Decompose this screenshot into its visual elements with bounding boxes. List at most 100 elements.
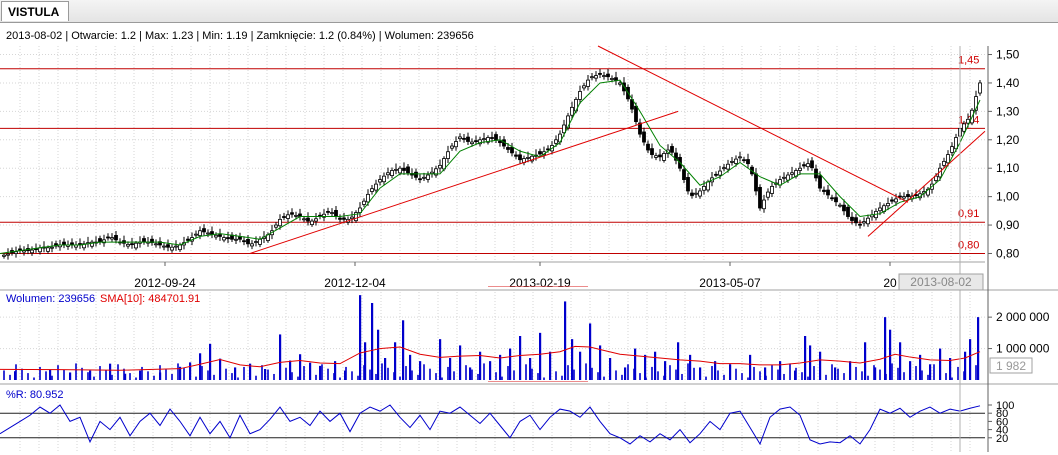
date-marker-bottom — [488, 381, 588, 382]
volume-bar — [599, 345, 602, 380]
volume-bar — [345, 366, 347, 380]
wr-lines — [0, 404, 981, 446]
candle-body — [978, 82, 982, 94]
candle-body — [162, 245, 166, 248]
candle-body — [942, 160, 946, 166]
volume-bar — [585, 363, 587, 380]
volume-bar — [789, 363, 791, 380]
candle-body — [30, 249, 34, 254]
volume-bar — [951, 377, 953, 380]
x-tick-label: 2012-12-04 — [324, 276, 386, 290]
candle-body — [222, 237, 226, 241]
candle-body — [602, 75, 606, 77]
volume-bar — [864, 342, 867, 380]
candle-body — [490, 137, 494, 139]
volume-bar — [669, 365, 671, 380]
volume-bar — [834, 367, 837, 380]
candle-body — [394, 168, 398, 171]
volume-bar — [809, 345, 812, 380]
volume-bar — [529, 358, 532, 380]
candle-body — [598, 73, 602, 75]
x-tick-label: 2012-09-24 — [134, 276, 196, 290]
volume-bar — [479, 351, 482, 380]
volume-bar — [273, 373, 275, 380]
candle-body — [510, 146, 514, 154]
candle-body — [166, 244, 170, 248]
volume-bar — [334, 361, 337, 380]
chart-area[interactable]: 1,451,240,910,80 1,501,401,301,201,101,0… — [0, 22, 1058, 455]
volume-bar — [889, 329, 892, 380]
candle-body — [438, 164, 442, 169]
volume-bar — [384, 358, 387, 380]
volume-bar — [903, 372, 905, 380]
candle-body — [338, 217, 342, 220]
candle-body — [674, 152, 678, 161]
candle-body — [102, 239, 106, 244]
candle-body — [758, 186, 762, 209]
candle-body — [830, 197, 834, 200]
volume-bar — [279, 334, 282, 380]
candle-body — [738, 156, 742, 159]
volume-bar — [717, 370, 719, 380]
candle-body — [334, 210, 338, 217]
candle-body — [842, 204, 846, 212]
candle-body — [402, 167, 406, 171]
candle-body — [826, 189, 830, 196]
candle-body — [754, 173, 758, 192]
y-tick-label: 1,00 — [996, 190, 1020, 204]
volume-bar — [633, 368, 635, 380]
candle-body — [278, 218, 282, 227]
volume-bar — [423, 364, 425, 380]
volume-bar — [885, 373, 887, 380]
candle-body — [450, 145, 454, 149]
volume-bar — [45, 371, 47, 380]
volume-bar — [807, 376, 809, 380]
volume-bar — [359, 295, 362, 380]
volume-bar — [237, 377, 239, 380]
volume-bar — [837, 368, 839, 380]
candle-body — [818, 175, 822, 189]
volume-bar — [321, 364, 323, 380]
candle-body — [702, 185, 706, 191]
volume-bar — [21, 368, 23, 380]
volume-bar — [429, 368, 431, 380]
candle-body — [294, 214, 298, 217]
trend-lines — [249, 45, 986, 254]
volume-bar — [549, 351, 552, 380]
candle-body — [586, 79, 590, 87]
volume-bar — [513, 370, 515, 380]
candle-body — [594, 75, 598, 79]
volume-bar — [741, 373, 743, 380]
volume-bar — [711, 366, 713, 380]
candle-body — [354, 212, 358, 222]
volume-bar — [939, 348, 942, 380]
volume-bar — [409, 354, 412, 380]
candle-body — [374, 183, 378, 191]
volume-bar — [411, 370, 413, 380]
volume-bar — [621, 374, 623, 380]
volume-sma-legend: SMA[10]: 484701.91 — [100, 293, 200, 305]
candle-body — [2, 254, 6, 257]
candle-body — [838, 204, 842, 207]
candle-body — [854, 217, 858, 224]
tab-vistula[interactable]: VISTULA — [1, 1, 69, 21]
candle-body — [310, 220, 314, 226]
candle-body — [322, 213, 326, 218]
candle-body — [178, 244, 182, 251]
candle-body — [722, 167, 726, 170]
volume-bar — [794, 370, 797, 380]
volume-bar — [874, 367, 877, 380]
volume-bar — [447, 366, 449, 380]
volume-bar — [561, 375, 563, 380]
candle-body — [654, 155, 658, 158]
candle-body — [578, 91, 582, 100]
candle-body — [670, 146, 674, 153]
candle-body — [218, 234, 222, 237]
volume-bar — [14, 371, 17, 380]
volume-bar — [135, 377, 137, 380]
candle-body — [570, 106, 574, 116]
wr-tick-label: 40 — [996, 425, 1008, 437]
volume-bar — [909, 376, 911, 380]
candle-body — [698, 190, 702, 197]
candle-body — [290, 212, 294, 215]
